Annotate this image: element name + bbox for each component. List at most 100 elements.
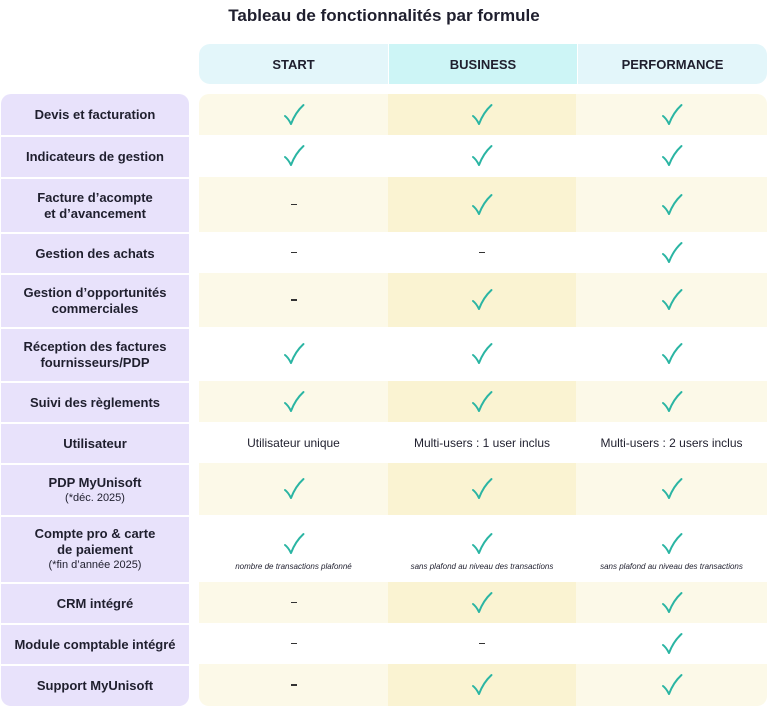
- cell-start: nombre de transactions plafonné: [199, 515, 388, 582]
- cell-text: Multi-users : 2 users inclus: [600, 435, 743, 450]
- check-icon: [661, 241, 682, 263]
- cell-performance: [576, 273, 767, 327]
- cell-start: [199, 135, 388, 177]
- table-row: [199, 664, 767, 706]
- feature-label-line: de paiement: [57, 542, 133, 557]
- dash-icon: [290, 251, 297, 254]
- check-icon: [661, 478, 682, 499]
- feature-sublabel: (*fin d’année 2025): [48, 559, 142, 571]
- feature-label-line: Utilisateur: [63, 435, 127, 451]
- check-icon: [283, 533, 304, 554]
- plan-business: BUSINESS: [388, 44, 577, 84]
- check-icon: [661, 390, 682, 412]
- cell-business: [388, 381, 576, 422]
- cell-performance: [576, 623, 767, 664]
- dash-icon: [290, 642, 297, 645]
- feature-label: Module comptable intégré: [1, 623, 189, 664]
- check-icon: [661, 533, 682, 554]
- cell-start: [199, 327, 388, 381]
- cell-business: [388, 135, 576, 177]
- cell-note: nombre de transactions plafonné: [235, 562, 352, 571]
- cell-performance: [576, 463, 767, 515]
- cell-business: [388, 327, 576, 381]
- cell-business: [388, 177, 576, 232]
- plan-start: START: [199, 44, 388, 84]
- feature-label-line: Gestion des achats: [35, 245, 155, 261]
- cell-performance: [576, 94, 767, 135]
- feature-label: Compte pro & carte de paiement (*fin d’ann…: [1, 515, 189, 582]
- feature-label-line: Module comptable intégré: [14, 636, 176, 652]
- check-icon: [283, 145, 304, 166]
- cell-business: [388, 664, 576, 706]
- table-row: [199, 381, 767, 422]
- cell-business: [388, 94, 576, 135]
- cell-start: [199, 177, 388, 232]
- cell-note: sans plafond au niveau des transactions: [410, 562, 554, 571]
- feature-label: Réception des factures fournisseurs/PDP: [1, 327, 189, 381]
- check-icon: [283, 390, 304, 412]
- cell-performance: [576, 664, 767, 706]
- check-icon: [472, 145, 493, 166]
- cell-performance: [576, 381, 767, 422]
- cell-performance: [576, 232, 767, 273]
- check-icon: [661, 674, 682, 695]
- feature-label-line: Gestion d’opportunités: [23, 285, 167, 300]
- feature-label: Gestion des achats: [1, 232, 189, 273]
- cell-start: [199, 381, 388, 422]
- table-row: Utilisateur unique Multi-users : 1 user i…: [199, 422, 767, 463]
- feature-label-line: Devis et facturation: [34, 106, 156, 122]
- check-icon: [472, 289, 493, 310]
- feature-column: Devis et facturation Indicateurs de gesti…: [1, 94, 189, 706]
- check-icon: [472, 478, 493, 499]
- check-icon: [661, 632, 682, 654]
- cell-business: [388, 463, 576, 515]
- table-row: [199, 232, 767, 273]
- feature-label-line: CRM intégré: [56, 595, 134, 611]
- table-row: [199, 327, 767, 381]
- cell-performance: [576, 135, 767, 177]
- cell-business: [388, 623, 576, 664]
- feature-label-line: Facture d’acompte: [37, 189, 153, 205]
- check-icon: [472, 674, 493, 695]
- cell-business: [388, 273, 576, 327]
- table-row: [199, 135, 767, 177]
- cell-start: [199, 232, 388, 273]
- feature-label-line: Support MyUnisoft: [36, 678, 154, 693]
- dash-icon: [290, 203, 297, 206]
- feature-label: Indicateurs de gestion: [1, 135, 189, 177]
- check-icon: [472, 193, 493, 215]
- feature-label-line: Suivi des règlements: [29, 394, 161, 410]
- cell-performance: Multi-users : 2 users inclus: [576, 422, 767, 463]
- check-icon: [472, 103, 493, 125]
- cell-performance: sans plafond au niveau des transactions: [576, 515, 767, 582]
- check-icon: [283, 343, 304, 364]
- table-row: [199, 94, 767, 135]
- cell-start: [199, 94, 388, 135]
- table-row: [199, 177, 767, 232]
- cell-start: [199, 582, 388, 623]
- feature-label-line: Indicateurs de gestion: [26, 149, 164, 164]
- dash-icon: [290, 601, 297, 604]
- table-title: Tableau de fonctionnalités par formule: [228, 6, 540, 25]
- feature-label: Facture d’acompte et d’avancement: [1, 177, 189, 232]
- cell-start: [199, 463, 388, 515]
- dash-icon: [479, 642, 485, 645]
- check-icon: [472, 390, 493, 412]
- dash-icon: [479, 251, 485, 254]
- feature-label-line: et d’avancement: [44, 205, 146, 221]
- dash-icon: [290, 299, 297, 301]
- dash-icon: [290, 684, 297, 686]
- cell-business: Multi-users : 1 user inclus: [388, 422, 576, 463]
- check-icon: [283, 103, 304, 125]
- plan-header: START BUSINESS PERFORMANCE: [199, 44, 767, 84]
- feature-label-line: fournisseurs/PDP: [40, 355, 150, 370]
- feature-label-line: commerciales: [51, 301, 139, 316]
- table-row: [199, 273, 767, 327]
- cell-start: [199, 664, 388, 706]
- check-icon: [472, 591, 493, 613]
- cell-business: sans plafond au niveau des transactions: [388, 515, 576, 582]
- check-icon: [661, 289, 682, 310]
- check-icon: [661, 193, 682, 215]
- feature-sublabel: (*déc. 2025): [65, 491, 125, 504]
- cell-start: Utilisateur unique: [199, 422, 388, 463]
